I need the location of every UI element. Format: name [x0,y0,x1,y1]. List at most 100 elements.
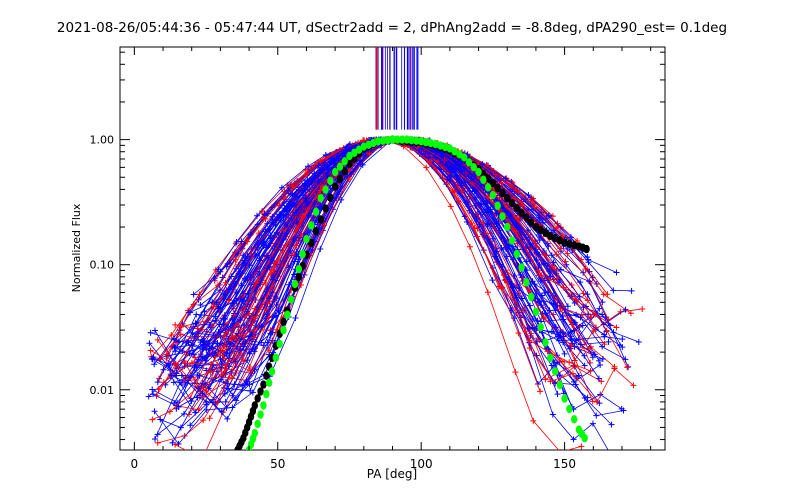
data-point [197,302,204,309]
fit-marker [537,225,544,235]
data-point [147,329,154,336]
data-point [458,182,465,189]
data-point [611,365,618,372]
fit-marker [470,163,477,172]
fit-marker [351,148,358,158]
data-point [264,339,271,346]
fit-marker [308,221,315,230]
data-point [182,382,189,389]
data-point [203,406,210,413]
data-point [635,338,642,345]
data-point [530,417,537,424]
data-point [577,341,584,348]
fit-marker [308,238,315,248]
data-point [526,337,533,344]
data-point [592,311,599,318]
data-point [285,187,292,194]
data-point [619,344,626,351]
data-point [525,191,532,198]
data-point [222,316,229,323]
data-point [624,364,631,371]
data-point [264,220,271,227]
fit-marker [480,175,487,184]
data-point [480,209,487,216]
data-point [182,360,189,367]
fit-marker [518,208,525,217]
data-point [222,279,229,286]
y-tick-label: 0.10 [90,259,115,272]
data-point [262,215,269,222]
data-point [446,173,453,180]
data-point [532,246,539,253]
data-point [175,403,182,410]
fit-curves [234,135,590,450]
fit-marker [499,212,506,221]
fit-marker [556,380,564,390]
data-point [206,415,213,422]
fit-marker [379,136,387,145]
data-point [580,290,587,297]
fit-marker [374,137,382,146]
data-point [192,376,199,383]
data-point [317,245,324,252]
data-point [526,345,533,352]
data-point [188,359,195,366]
data-point [196,372,203,379]
data-point [292,315,299,322]
x-axis-title: PA [deg] [367,467,417,481]
data-point [581,362,588,369]
data-point [328,158,335,165]
data-point [224,415,231,422]
data-point [568,335,575,342]
data-point [218,376,225,383]
data-point [468,220,475,227]
data-point [557,306,564,313]
data-point [171,335,178,342]
data-point [169,439,176,446]
data-point [203,399,210,406]
fit-marker [384,135,391,145]
data-point [578,443,585,450]
data-point [256,257,263,264]
data-point [451,187,458,194]
data-point [571,319,578,326]
fit-marker [489,178,497,188]
data-point [566,293,573,300]
data-point [190,291,197,298]
data-point [519,295,526,302]
data-point [290,235,297,242]
data-point [586,278,593,285]
fit-marker [427,138,434,148]
data-point [193,311,200,318]
data-point [474,183,481,190]
data-point [200,341,207,348]
y-tick-label: 0.01 [90,384,115,397]
data-point [293,209,300,216]
fit-marker [532,222,540,232]
data-point [515,330,522,337]
data-point [549,262,556,269]
data-point [575,372,582,379]
data-point [277,211,284,218]
fit-marker [581,433,588,443]
data-point [572,319,579,326]
fit-marker [260,401,267,410]
fit-marker [484,183,492,192]
fit-marker [441,142,449,152]
data-point [528,330,535,337]
data-point [265,347,272,354]
data-point [582,266,589,273]
data-point [498,180,505,187]
data-point [552,307,559,314]
data-point [613,324,620,331]
fit-marker [489,190,497,200]
data-point [298,282,305,289]
data-point [610,287,617,294]
data-point [458,163,465,170]
data-point [220,355,227,362]
data-point [607,322,614,329]
fit-marker [508,236,516,245]
fit-marker [291,279,299,289]
data-point [571,357,578,364]
